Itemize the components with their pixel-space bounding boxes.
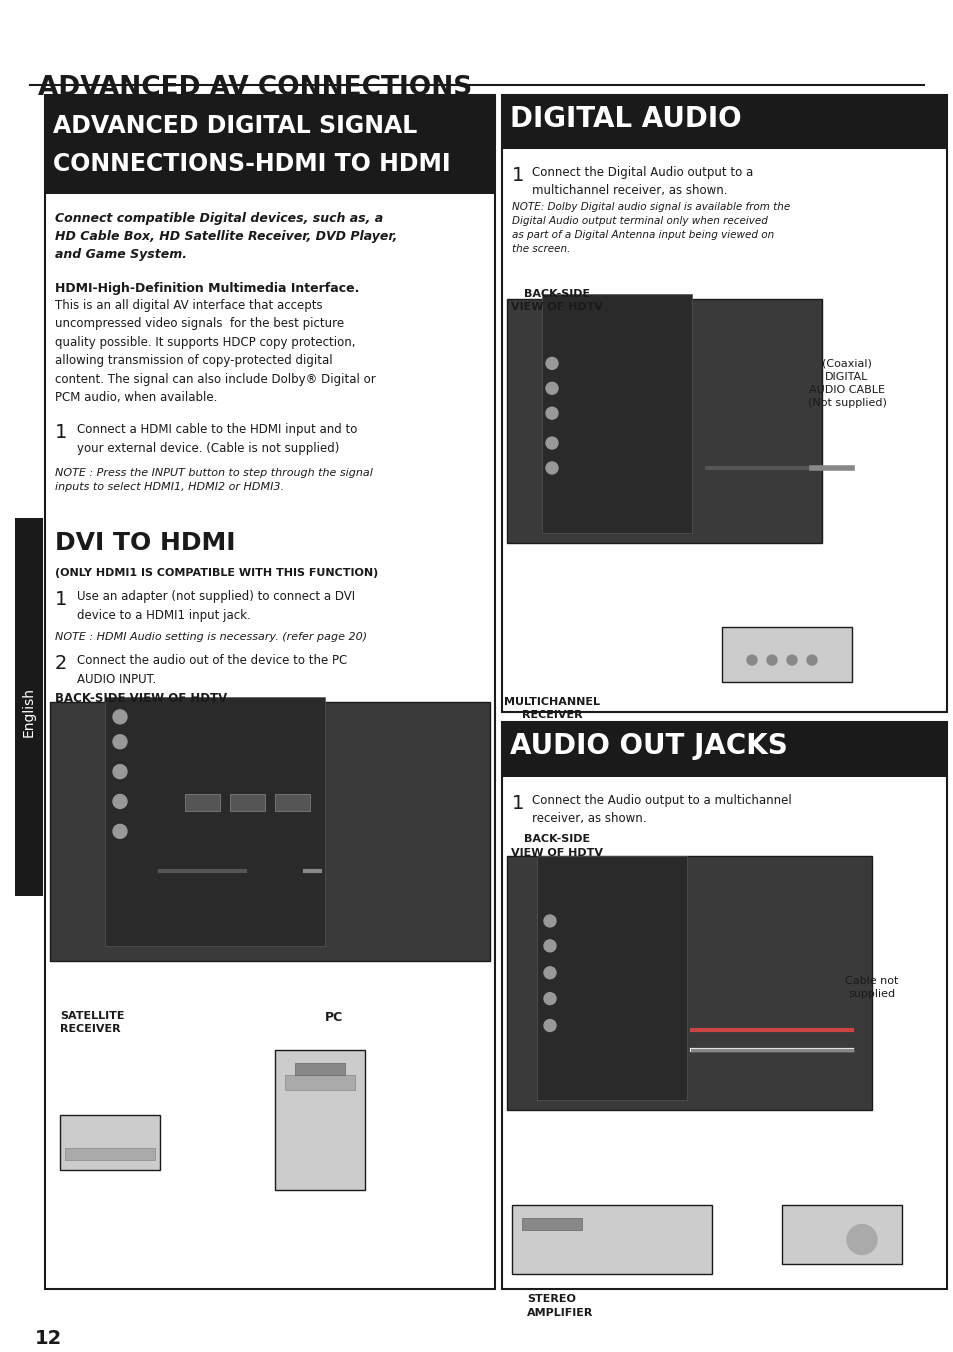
Circle shape: [543, 915, 556, 927]
Text: DIGITAL AUDIO: DIGITAL AUDIO: [510, 104, 740, 132]
Text: AUDIO OUT JACKS: AUDIO OUT JACKS: [510, 731, 787, 760]
Text: NOTE : HDMI Audio setting is necessary. (refer page 20): NOTE : HDMI Audio setting is necessary. …: [55, 633, 367, 642]
Text: (Coaxial)
DIGITAL
AUDIO CABLE
(Not supplied): (Coaxial) DIGITAL AUDIO CABLE (Not suppl…: [807, 358, 885, 408]
Bar: [781, 1205, 901, 1264]
Bar: [537, 856, 686, 1101]
Circle shape: [543, 967, 556, 979]
Circle shape: [545, 437, 558, 449]
Bar: [60, 1115, 160, 1169]
Bar: [501, 95, 946, 713]
Circle shape: [545, 462, 558, 475]
Text: 2: 2: [55, 654, 68, 673]
Text: ADVANCED AV CONNECTIONS: ADVANCED AV CONNECTIONS: [38, 74, 472, 100]
Bar: [45, 95, 495, 1290]
Bar: [506, 856, 871, 1110]
Bar: [285, 1075, 355, 1090]
Text: NOTE: Dolby Digital audio signal is available from the
Digital Audio output term: NOTE: Dolby Digital audio signal is avai…: [512, 201, 789, 254]
Text: Connect the Audio output to a multichannel
receiver, as shown.: Connect the Audio output to a multichann…: [532, 794, 791, 825]
Text: HDMI-High-Definition Multimedia Interface.: HDMI-High-Definition Multimedia Interfac…: [55, 281, 359, 295]
Text: 1: 1: [512, 794, 524, 813]
Text: MULTICHANNEL
RECEIVER: MULTICHANNEL RECEIVER: [503, 696, 599, 721]
Bar: [15, 518, 43, 896]
Text: CONNECTIONS-HDMI TO HDMI: CONNECTIONS-HDMI TO HDMI: [53, 153, 450, 176]
Circle shape: [543, 1019, 556, 1032]
Bar: [230, 794, 265, 811]
Bar: [274, 794, 310, 811]
Circle shape: [545, 407, 558, 419]
Bar: [541, 293, 691, 533]
Bar: [65, 1148, 154, 1160]
Circle shape: [543, 940, 556, 952]
Bar: [512, 1205, 711, 1275]
Text: 1: 1: [55, 591, 68, 610]
Text: English: English: [22, 687, 36, 737]
Text: DVI TO HDMI: DVI TO HDMI: [55, 531, 235, 554]
Text: ADVANCED DIGITAL SIGNAL: ADVANCED DIGITAL SIGNAL: [53, 115, 416, 138]
Text: (ONLY HDMI1 IS COMPATIBLE WITH THIS FUNCTION): (ONLY HDMI1 IS COMPATIBLE WITH THIS FUNC…: [55, 568, 377, 577]
Text: Connect a HDMI cable to the HDMI input and to
your external device. (Cable is no: Connect a HDMI cable to the HDMI input a…: [77, 423, 357, 454]
Circle shape: [112, 734, 127, 749]
Circle shape: [846, 1225, 876, 1255]
Text: 1: 1: [512, 166, 524, 185]
Text: SATELLITE
RECEIVER: SATELLITE RECEIVER: [60, 1010, 125, 1034]
Bar: [506, 299, 821, 542]
Text: 12: 12: [35, 1329, 62, 1348]
Bar: [45, 95, 495, 195]
Text: This is an all digital AV interface that accepts
uncompressed video signals  for: This is an all digital AV interface that…: [55, 299, 375, 404]
Text: 1: 1: [55, 423, 68, 442]
Bar: [185, 794, 220, 811]
Text: NOTE : Press the INPUT button to step through the signal
inputs to select HDMI1,: NOTE : Press the INPUT button to step th…: [55, 468, 373, 492]
Bar: [501, 722, 946, 1290]
Circle shape: [112, 710, 127, 723]
Text: Cable not
supplied: Cable not supplied: [844, 976, 898, 999]
Text: Connect the Digital Audio output to a
multichannel receiver, as shown.: Connect the Digital Audio output to a mu…: [532, 166, 753, 197]
Text: Use an adapter (not supplied) to connect a DVI
device to a HDMI1 input jack.: Use an adapter (not supplied) to connect…: [77, 591, 355, 622]
Circle shape: [112, 795, 127, 808]
Text: Connect compatible Digital devices, such as, a
HD Cable Box, HD Satellite Receiv: Connect compatible Digital devices, such…: [55, 212, 397, 261]
Circle shape: [806, 656, 816, 665]
Bar: [294, 1063, 345, 1075]
Circle shape: [112, 825, 127, 838]
Bar: [501, 95, 946, 149]
Bar: [721, 627, 851, 681]
Circle shape: [545, 357, 558, 369]
Text: BACK-SIDE
VIEW OF HDTV: BACK-SIDE VIEW OF HDTV: [511, 834, 602, 857]
Circle shape: [543, 992, 556, 1005]
Text: BACK-SIDE
VIEW OF HDTV: BACK-SIDE VIEW OF HDTV: [511, 289, 602, 312]
Text: STEREO
AMPLIFIER: STEREO AMPLIFIER: [526, 1294, 593, 1317]
Bar: [274, 1051, 365, 1190]
Circle shape: [746, 656, 757, 665]
Circle shape: [545, 383, 558, 395]
Circle shape: [112, 765, 127, 779]
Circle shape: [766, 656, 776, 665]
Text: Connect the audio out of the device to the PC
AUDIO INPUT.: Connect the audio out of the device to t…: [77, 654, 347, 685]
Bar: [521, 1218, 581, 1229]
Text: BACK-SIDE VIEW OF HDTV: BACK-SIDE VIEW OF HDTV: [55, 692, 227, 704]
Circle shape: [786, 656, 796, 665]
Bar: [50, 702, 490, 961]
Bar: [105, 696, 325, 946]
Bar: [501, 722, 946, 776]
Text: PC: PC: [325, 1010, 343, 1023]
